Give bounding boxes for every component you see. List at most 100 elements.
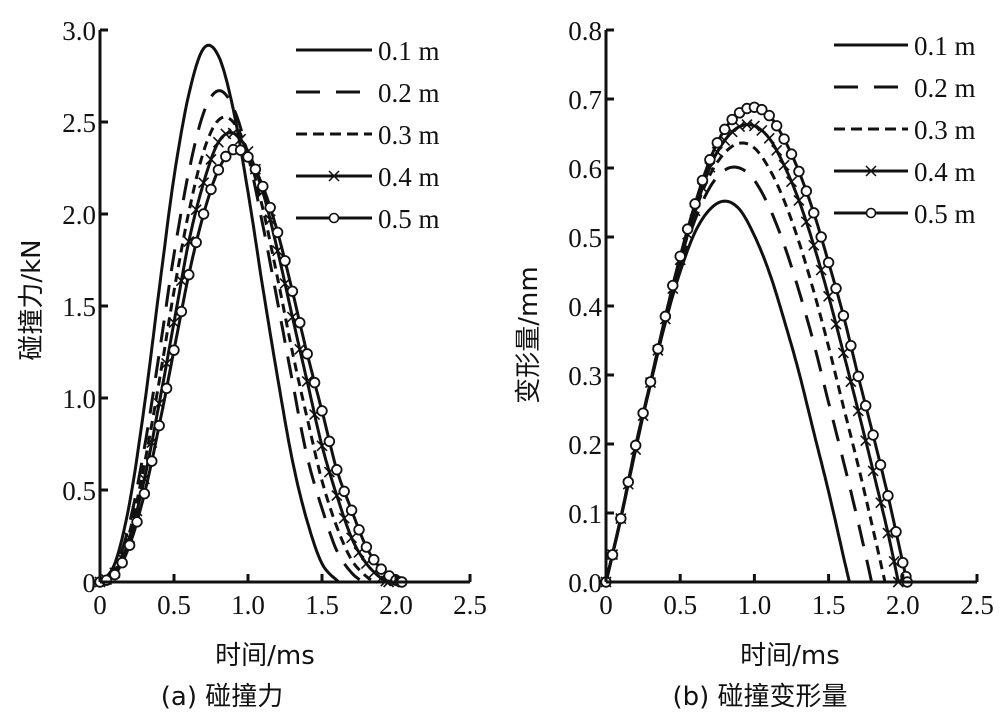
- marker-circle: [220, 150, 232, 163]
- series-line-0.2m: [99, 89, 365, 584]
- marker-circle: [264, 201, 276, 214]
- legend-entry: 0.3 m: [834, 115, 976, 145]
- panel-a-axes: [98, 30, 470, 584]
- marker-circle: [800, 185, 813, 197]
- y-tick-label: 0.1: [568, 499, 602, 529]
- marker-circle: [234, 144, 247, 156]
- marker-cross: [800, 216, 812, 228]
- legend-label: 0.2 m: [914, 73, 976, 103]
- series-line-0.3m: [604, 141, 887, 583]
- series-line-0.4m: [604, 123, 900, 583]
- marker-circle: [242, 151, 254, 163]
- x-tick-label: 2.0: [886, 590, 920, 620]
- y-tick-label: 0.4: [568, 292, 602, 322]
- marker-circle: [815, 231, 827, 243]
- legend-marker-cross: [865, 165, 877, 177]
- panel-b-x-axis-label: 时间/ms: [740, 641, 840, 671]
- y-tick-label: 0: [83, 568, 97, 598]
- y-tick-label: 1.5: [62, 292, 96, 322]
- y-tick-label: 0.6: [568, 154, 602, 184]
- legend-label: 0.4 m: [378, 162, 440, 192]
- legend-marker-circle: [865, 207, 877, 219]
- y-tick-label: 0.8: [568, 16, 602, 46]
- legend-label: 0.3 m: [914, 115, 976, 145]
- series-line-0.3m: [99, 115, 377, 584]
- marker-circle: [301, 348, 313, 360]
- marker-cross: [748, 120, 760, 132]
- legend-entry: 0.2 m: [296, 78, 440, 108]
- marker-circle: [793, 165, 805, 178]
- marker-circle: [652, 343, 664, 355]
- marker-circle: [644, 376, 657, 388]
- panel-b-collision-deformation: 0 0.5 1.0 1.5 2.0 2.5 0.0 0.1 0.2 0.3 0.4 0.5 0.6 0.7…: [514, 16, 994, 712]
- marker-cross: [793, 194, 805, 206]
- panel-a-collision-force: 0 0.5 1.0 1.5 2.0 2.5 0 0.5 1.0 1.5 2.0 2.5 3.0 0.1 …: [17, 16, 487, 712]
- legend-entry: 0.1 m: [296, 36, 440, 66]
- legend-label: 0.5 m: [914, 199, 976, 229]
- marker-cross: [888, 555, 900, 567]
- legend-marker-circle: [328, 212, 340, 224]
- panel-b-axes: [604, 30, 977, 584]
- marker-cross: [815, 264, 827, 276]
- marker-circle: [271, 226, 284, 239]
- legend-label: 0.2 m: [378, 78, 440, 108]
- marker-circle: [138, 487, 151, 500]
- legend-entry: 0.1 m: [834, 31, 976, 61]
- marker-circle: [882, 490, 894, 502]
- marker-circle: [763, 109, 775, 122]
- marker-cross: [830, 318, 842, 330]
- marker-cross: [235, 133, 247, 145]
- x-tick-label: 1.0: [738, 590, 772, 620]
- panel-b-ticks: 0 0.5 1.0 1.5 2.0 2.5 0.0 0.1 0.2 0.3 0.4 0.5 0.6 0.7…: [568, 16, 994, 620]
- legend-entry: 0.2 m: [834, 73, 976, 103]
- x-tick-label: 1.0: [231, 590, 265, 620]
- marker-circle: [778, 133, 790, 145]
- x-tick-label: 0.5: [157, 590, 191, 620]
- marker-circle: [622, 476, 634, 488]
- marker-circle: [131, 516, 143, 528]
- legend-marker-cross: [328, 170, 340, 182]
- marker-circle: [212, 164, 225, 176]
- marker-circle: [308, 376, 321, 389]
- marker-circle: [837, 309, 850, 322]
- legend-entry: 0.4 m: [834, 157, 976, 187]
- y-tick-label: 1.0: [62, 384, 96, 414]
- marker-cross: [823, 290, 835, 302]
- legend-entry: 0.3 m: [296, 120, 440, 150]
- marker-circle: [867, 429, 879, 441]
- x-tick-label: 0: [599, 590, 613, 620]
- marker-circle: [890, 526, 902, 538]
- x-tick-label: 1.5: [812, 590, 846, 620]
- marker-circle: [711, 137, 724, 149]
- legend-entry: 0.5 m: [296, 204, 440, 234]
- panel-b-series-group: [600, 101, 913, 588]
- marker-cross: [785, 176, 798, 188]
- marker-circle: [681, 223, 694, 235]
- legend-label: 0.3 m: [378, 120, 440, 150]
- x-tick-label: 0: [93, 590, 107, 620]
- panel-a-caption: (a) 碰撞力: [161, 682, 284, 712]
- marker-circle: [168, 344, 180, 356]
- marker-circle: [286, 285, 299, 297]
- marker-circle: [279, 255, 291, 267]
- x-tick-label: 2.0: [379, 590, 413, 620]
- marker-circle: [615, 512, 627, 525]
- marker-circle: [629, 439, 642, 452]
- marker-circle: [659, 310, 672, 323]
- marker-circle: [205, 183, 217, 196]
- panel-a-legend: 0.1 m 0.2 m 0.3 m 0.4 m 0.5 m: [296, 36, 440, 234]
- x-tick-label: 0.5: [663, 590, 697, 620]
- marker-circle: [153, 419, 165, 432]
- marker-cross: [205, 153, 217, 165]
- x-tick-label: 2.5: [453, 590, 487, 620]
- marker-circle: [770, 120, 783, 132]
- legend-entry: 0.4 m: [296, 162, 440, 192]
- marker-circle: [338, 485, 350, 498]
- marker-circle: [316, 405, 328, 417]
- marker-circle: [674, 250, 686, 263]
- y-tick-label: 2.0: [62, 200, 96, 230]
- marker-circle: [719, 123, 731, 136]
- marker-circle: [345, 504, 358, 516]
- y-tick-label: 0.3: [568, 361, 602, 391]
- marker-circle: [637, 407, 649, 419]
